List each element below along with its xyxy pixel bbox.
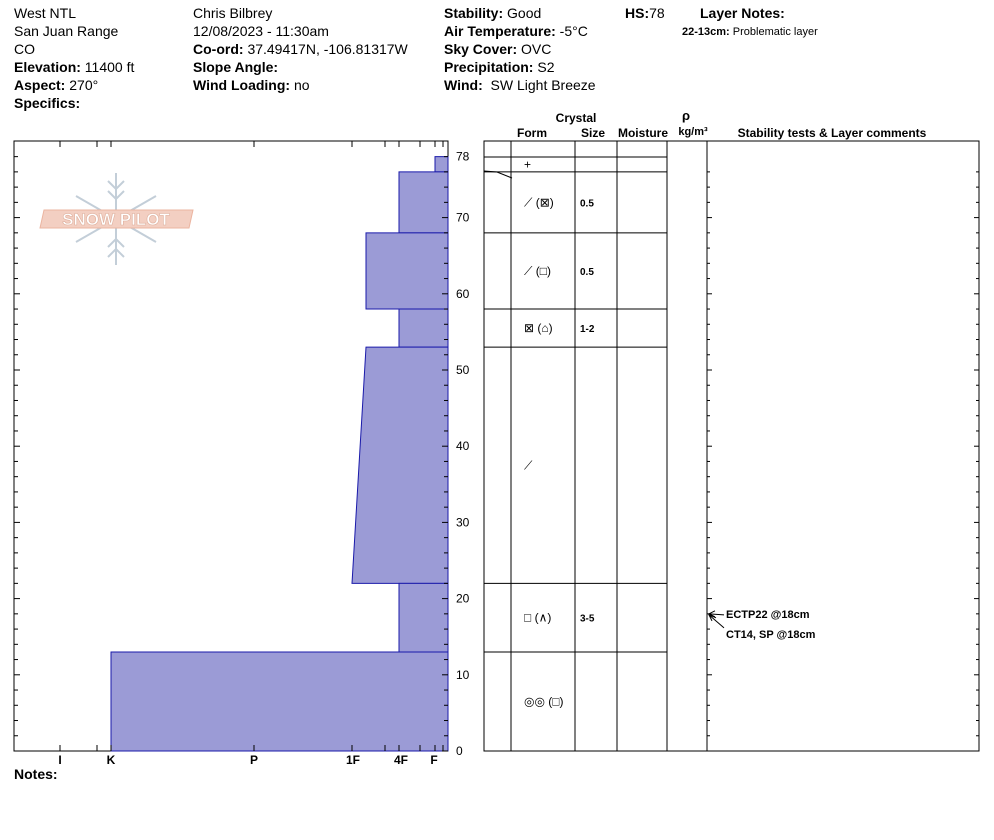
- moisture-header: Moisture: [618, 126, 668, 140]
- grain-form-5: □ (∧): [524, 611, 551, 625]
- coord-row: Co-ord: 37.49417N, -106.81317W: [193, 41, 408, 57]
- snowpilot-logo: SNOW PILOT: [39, 173, 194, 265]
- slope-row: Slope Angle:: [193, 59, 279, 75]
- y-tick-label: 50: [456, 363, 470, 377]
- grain-size-3: 1-2: [580, 324, 595, 335]
- hardness-layer-0: [434, 156, 449, 173]
- grain-size-1: 0.5: [580, 198, 594, 209]
- grain-form-1: ⟋ (⊠): [524, 195, 554, 209]
- elevation-row: Elevation: 11400 ft: [14, 59, 135, 75]
- y-tick-label: 0: [456, 744, 463, 758]
- hardness-layer-4: [351, 346, 449, 584]
- layer-note: 22-13cm: Problematic layer: [682, 26, 818, 38]
- location-name: West NTL: [14, 5, 76, 21]
- hardness-layer-2: [365, 232, 449, 310]
- hardness-tick-label: 1F: [346, 753, 360, 767]
- grain-size-5: 3-5: [580, 614, 595, 625]
- hardness-tick-label: F: [430, 753, 437, 767]
- grain-size-2: 0.5: [580, 267, 594, 278]
- observation-datetime: 12/08/2023 - 11:30am: [193, 23, 329, 39]
- svg-text:SNOW PILOT: SNOW PILOT: [62, 210, 170, 229]
- observer-name: Chris Bilbrey: [193, 5, 273, 21]
- stability-row: Stability: Good: [444, 5, 542, 21]
- hardness-layer-1: [398, 171, 449, 234]
- hardness-layer-6: [110, 651, 449, 752]
- precip-row: Precipitation: S2: [444, 59, 555, 75]
- y-tick-label: 10: [456, 668, 470, 682]
- stability-test-1: CT14, SP @18cm: [726, 629, 816, 641]
- hs-tick-label: 78: [456, 150, 470, 164]
- wind-loading-row: Wind Loading: no: [193, 77, 310, 93]
- aspect-row: Aspect: 270°: [14, 77, 99, 93]
- hs-row: HS:78: [625, 5, 665, 21]
- y-tick-label: 30: [456, 515, 470, 529]
- grain-form-4: ⟋: [524, 458, 533, 472]
- sky-cover-row: Sky Cover: OVC: [444, 41, 552, 57]
- grain-form-6: ◎◎ (□): [524, 694, 564, 708]
- hardness-tick-label: K: [107, 753, 116, 767]
- grain-form-0: +: [524, 157, 531, 171]
- grain-form-3: ⊠ (⌂): [524, 321, 553, 335]
- crystal-header: Crystal: [556, 111, 597, 125]
- y-tick-label: 40: [456, 439, 470, 453]
- hardness-layer-3: [398, 308, 449, 348]
- layer-notes-label: Layer Notes:: [700, 5, 785, 21]
- hardness-layer-5: [398, 582, 449, 653]
- y-tick-label: 20: [456, 592, 470, 606]
- state-name: CO: [14, 41, 35, 57]
- range-name: San Juan Range: [14, 23, 119, 39]
- density-symbol: ρ: [682, 108, 690, 123]
- hardness-tick-label: P: [250, 753, 258, 767]
- hardness-tick-label: I: [58, 753, 61, 767]
- density-unit: kg/m³: [678, 126, 708, 138]
- specifics-row: Specifics:: [14, 95, 81, 111]
- size-header: Size: [581, 126, 605, 140]
- notes-label: Notes:: [14, 766, 58, 782]
- y-tick-label: 70: [456, 211, 470, 225]
- form-header: Form: [517, 126, 547, 140]
- wind-row: Wind: SW Light Breeze: [444, 77, 596, 93]
- comments-header: Stability tests & Layer comments: [738, 126, 927, 140]
- grain-form-2: ⟋ (□): [524, 264, 551, 278]
- air-temp-row: Air Temperature: -5°C: [444, 23, 588, 39]
- hardness-tick-label: 4F: [394, 753, 408, 767]
- y-tick-label: 60: [456, 287, 470, 301]
- stability-test-0: ECTP22 @18cm: [726, 609, 810, 621]
